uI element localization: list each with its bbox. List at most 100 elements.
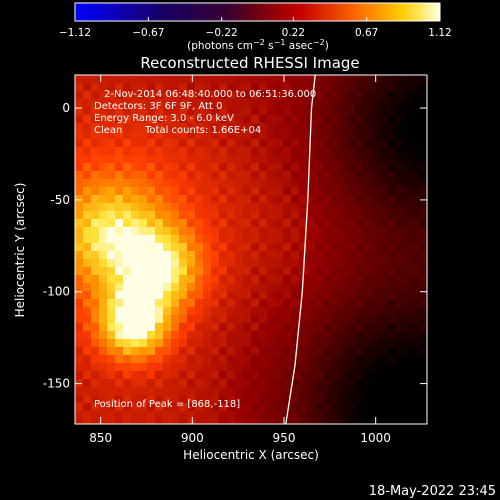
heatmap-cell <box>235 235 244 244</box>
heatmap-cell <box>123 251 132 260</box>
heatmap-cell <box>379 363 388 372</box>
heatmap-cell <box>227 91 236 100</box>
heatmap-cell <box>179 267 188 276</box>
heatmap-cell <box>115 339 124 348</box>
heatmap-cell <box>147 203 156 212</box>
heatmap-cell <box>355 107 364 116</box>
heatmap-cell <box>163 115 172 124</box>
heatmap-cell <box>251 339 260 348</box>
x-tick-label: 850 <box>89 431 112 445</box>
heatmap-cell <box>123 211 132 220</box>
heatmap-cell <box>123 275 132 284</box>
heatmap-cell <box>363 155 372 164</box>
heatmap-cell <box>259 387 268 396</box>
heatmap-cell <box>299 235 308 244</box>
heatmap-cell <box>347 163 356 172</box>
heatmap-cell <box>107 131 116 140</box>
heatmap-cell <box>403 355 412 364</box>
heatmap-cell <box>179 315 188 324</box>
heatmap-cell <box>115 179 124 188</box>
heatmap-cell <box>155 83 164 92</box>
heatmap-cell <box>275 379 284 388</box>
heatmap-cell <box>139 179 148 188</box>
heatmap-cell <box>219 203 228 212</box>
heatmap-cell <box>363 107 372 116</box>
heatmap-cell <box>339 91 348 100</box>
heatmap-cell <box>323 307 332 316</box>
heatmap-cell <box>115 139 124 148</box>
heatmap-cell <box>131 235 140 244</box>
heatmap-cell <box>379 267 388 276</box>
heatmap-cell <box>291 107 300 116</box>
heatmap-cell <box>139 411 148 420</box>
heatmap-cell <box>243 379 252 388</box>
heatmap-cell <box>147 155 156 164</box>
heatmap-cell <box>291 323 300 332</box>
heatmap-cell <box>251 323 260 332</box>
heatmap-cell <box>371 363 380 372</box>
heatmap-cell <box>355 187 364 196</box>
heatmap-cell <box>315 107 324 116</box>
heatmap-cell <box>323 347 332 356</box>
heatmap-cell <box>411 379 420 388</box>
heatmap-cell <box>163 275 172 284</box>
heatmap-cell <box>115 155 124 164</box>
heatmap-cell <box>283 259 292 268</box>
heatmap-cell <box>347 395 356 404</box>
heatmap-cell <box>115 251 124 260</box>
heatmap-cell <box>411 171 420 180</box>
heatmap-cell <box>107 115 116 124</box>
heatmap-cell <box>243 171 252 180</box>
heatmap-cell <box>403 147 412 156</box>
heatmap-cell <box>403 83 412 92</box>
heatmap-cell <box>123 163 132 172</box>
heatmap-cell <box>315 179 324 188</box>
heatmap-cell <box>387 131 396 140</box>
heatmap-cell <box>155 195 164 204</box>
heatmap-cell <box>235 291 244 300</box>
heatmap-cell <box>195 235 204 244</box>
heatmap-cell <box>139 307 148 316</box>
heatmap-cell <box>179 395 188 404</box>
heatmap-cell <box>187 347 196 356</box>
heatmap-cell <box>203 299 212 308</box>
heatmap-cell <box>139 91 148 100</box>
heatmap-cell <box>99 75 108 84</box>
heatmap-cell <box>235 195 244 204</box>
heatmap-cell <box>195 411 204 420</box>
heatmap-cell <box>355 291 364 300</box>
heatmap-cell <box>91 91 100 100</box>
heatmap-cell <box>299 299 308 308</box>
heatmap-cell <box>91 323 100 332</box>
heatmap-cell <box>147 315 156 324</box>
heatmap-cell <box>395 411 404 420</box>
heatmap-cell <box>147 323 156 332</box>
heatmap-cell <box>91 203 100 212</box>
heatmap-cell <box>187 307 196 316</box>
heatmap-cell <box>171 243 180 252</box>
heatmap-cell <box>411 179 420 188</box>
y-tick-label: -150 <box>43 377 70 391</box>
heatmap-cell <box>179 331 188 340</box>
heatmap-cell <box>347 171 356 180</box>
heatmap-cell <box>339 211 348 220</box>
heatmap-cell <box>387 243 396 252</box>
heatmap-cell <box>243 371 252 380</box>
heatmap-cell <box>227 171 236 180</box>
heatmap-cell <box>163 83 172 92</box>
heatmap-cell <box>347 339 356 348</box>
heatmap-cell <box>115 283 124 292</box>
heatmap-cell <box>99 163 108 172</box>
heatmap-cell <box>283 251 292 260</box>
heatmap-cell <box>379 371 388 380</box>
heatmap-cell <box>91 83 100 92</box>
heatmap-cell <box>275 395 284 404</box>
heatmap-cell <box>139 235 148 244</box>
heatmap-cell <box>235 227 244 236</box>
heatmap-cell <box>299 107 308 116</box>
heatmap-cell <box>163 387 172 396</box>
heatmap-cell <box>315 259 324 268</box>
heatmap-cell <box>299 227 308 236</box>
heatmap-cell <box>267 275 276 284</box>
heatmap-cell <box>395 179 404 188</box>
